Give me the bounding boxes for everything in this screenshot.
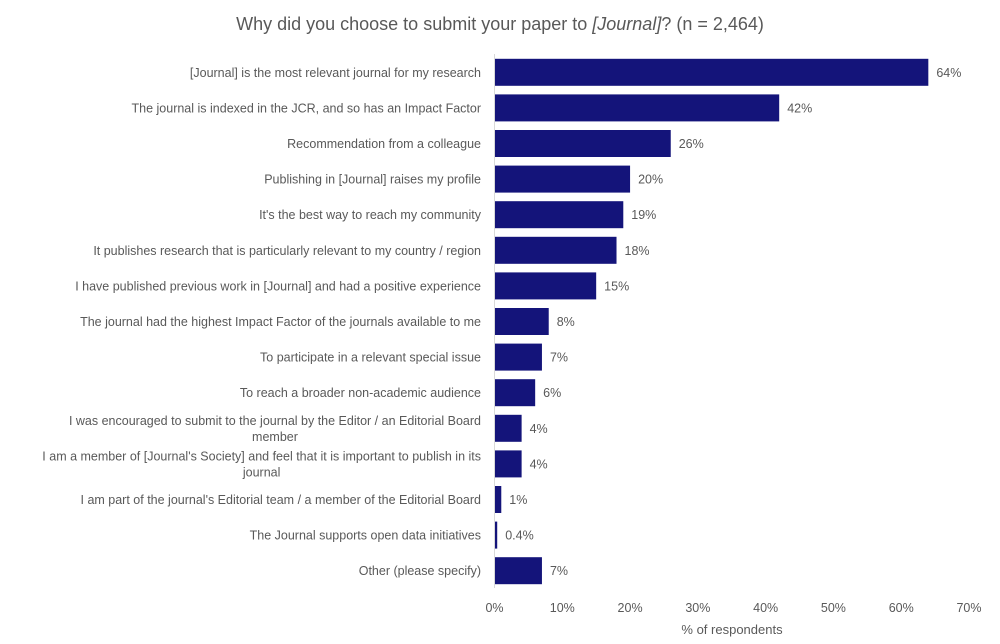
data-label: 42% <box>787 101 812 115</box>
chart-title: Why did you choose to submit your paper … <box>236 14 764 34</box>
category-label: I was encouraged to submit to the journa… <box>69 414 481 444</box>
x-axis-label: % of respondents <box>681 622 783 637</box>
x-tick-label: 20% <box>618 601 643 615</box>
category-label-line: I have published previous work in [Journ… <box>75 279 481 293</box>
category-label-line: I am a member of [Journal's Society] and… <box>42 449 481 463</box>
data-label: 8% <box>557 315 575 329</box>
bar <box>494 165 631 193</box>
category-label: Publishing in [Journal] raises my profil… <box>264 173 481 187</box>
category-label: I am a member of [Journal's Society] and… <box>42 449 481 479</box>
data-label: 0.4% <box>505 529 534 543</box>
bar <box>494 557 542 585</box>
category-label: To participate in a relevant special iss… <box>260 351 481 365</box>
bar <box>494 58 929 86</box>
bar <box>494 236 617 264</box>
data-label: 1% <box>509 493 527 507</box>
bar <box>494 130 671 157</box>
bar <box>494 521 498 549</box>
data-label: 26% <box>679 137 704 151</box>
category-label-line: Other (please specify) <box>359 564 481 578</box>
category-label-line: To reach a broader non-academic audience <box>240 386 481 400</box>
bar <box>494 343 542 371</box>
category-label-line: The journal had the highest Impact Facto… <box>80 315 481 329</box>
category-label: It publishes research that is particular… <box>93 244 481 258</box>
category-label: I am part of the journal's Editorial tea… <box>81 493 482 507</box>
category-label: The journal had the highest Impact Facto… <box>80 315 481 329</box>
x-tick-label: 40% <box>753 601 778 615</box>
bar <box>494 308 549 335</box>
title-journal: [Journal] <box>591 14 662 34</box>
data-label: 4% <box>530 422 548 436</box>
category-label-line: The journal is indexed in the JCR, and s… <box>132 101 482 115</box>
category-label: To reach a broader non-academic audience <box>240 386 481 400</box>
x-tick-label: 0% <box>485 601 503 615</box>
bar <box>494 414 522 442</box>
category-label: [Journal] is the most relevant journal f… <box>190 66 481 80</box>
category-label-line: Publishing in [Journal] raises my profil… <box>264 173 481 187</box>
category-label-line: journal <box>242 465 281 479</box>
x-tick-label: 10% <box>550 601 575 615</box>
x-tick-label: 60% <box>889 601 914 615</box>
bar <box>494 379 536 407</box>
category-label-line: The Journal supports open data initiativ… <box>250 529 481 543</box>
x-tick-label: 50% <box>821 601 846 615</box>
x-tick-label: 30% <box>685 601 710 615</box>
bar <box>494 201 624 229</box>
category-label-line: It's the best way to reach my community <box>259 208 482 222</box>
bar <box>494 94 780 122</box>
data-label: 20% <box>638 173 663 187</box>
x-tick-label: 70% <box>956 601 981 615</box>
data-label: 4% <box>530 457 548 471</box>
category-label: Other (please specify) <box>359 564 481 578</box>
category-label: The journal is indexed in the JCR, and s… <box>132 101 482 115</box>
data-label: 7% <box>550 564 568 578</box>
data-label: 19% <box>631 208 656 222</box>
category-label: The Journal supports open data initiativ… <box>250 529 481 543</box>
data-label: 6% <box>543 386 561 400</box>
category-label: It's the best way to reach my community <box>259 208 482 222</box>
data-label: 18% <box>625 244 650 258</box>
category-label-line: To participate in a relevant special iss… <box>260 351 481 365</box>
title-part: Why did you choose to submit your paper … <box>236 14 592 34</box>
data-label: 7% <box>550 351 568 365</box>
bar <box>494 450 522 478</box>
title-part: ? (n = 2,464) <box>661 14 764 34</box>
category-label-line: It publishes research that is particular… <box>93 244 481 258</box>
category-label-line: I was encouraged to submit to the journa… <box>69 414 481 428</box>
category-label-line: I am part of the journal's Editorial tea… <box>81 493 482 507</box>
category-label-line: member <box>252 430 298 444</box>
bar <box>494 272 597 300</box>
category-label: I have published previous work in [Journ… <box>75 279 481 293</box>
category-label-line: Recommendation from a colleague <box>287 137 481 151</box>
data-label: 64% <box>936 66 961 80</box>
category-label: Recommendation from a colleague <box>287 137 481 151</box>
data-label: 15% <box>604 279 629 293</box>
bar <box>494 486 502 513</box>
category-label-line: [Journal] is the most relevant journal f… <box>190 66 481 80</box>
